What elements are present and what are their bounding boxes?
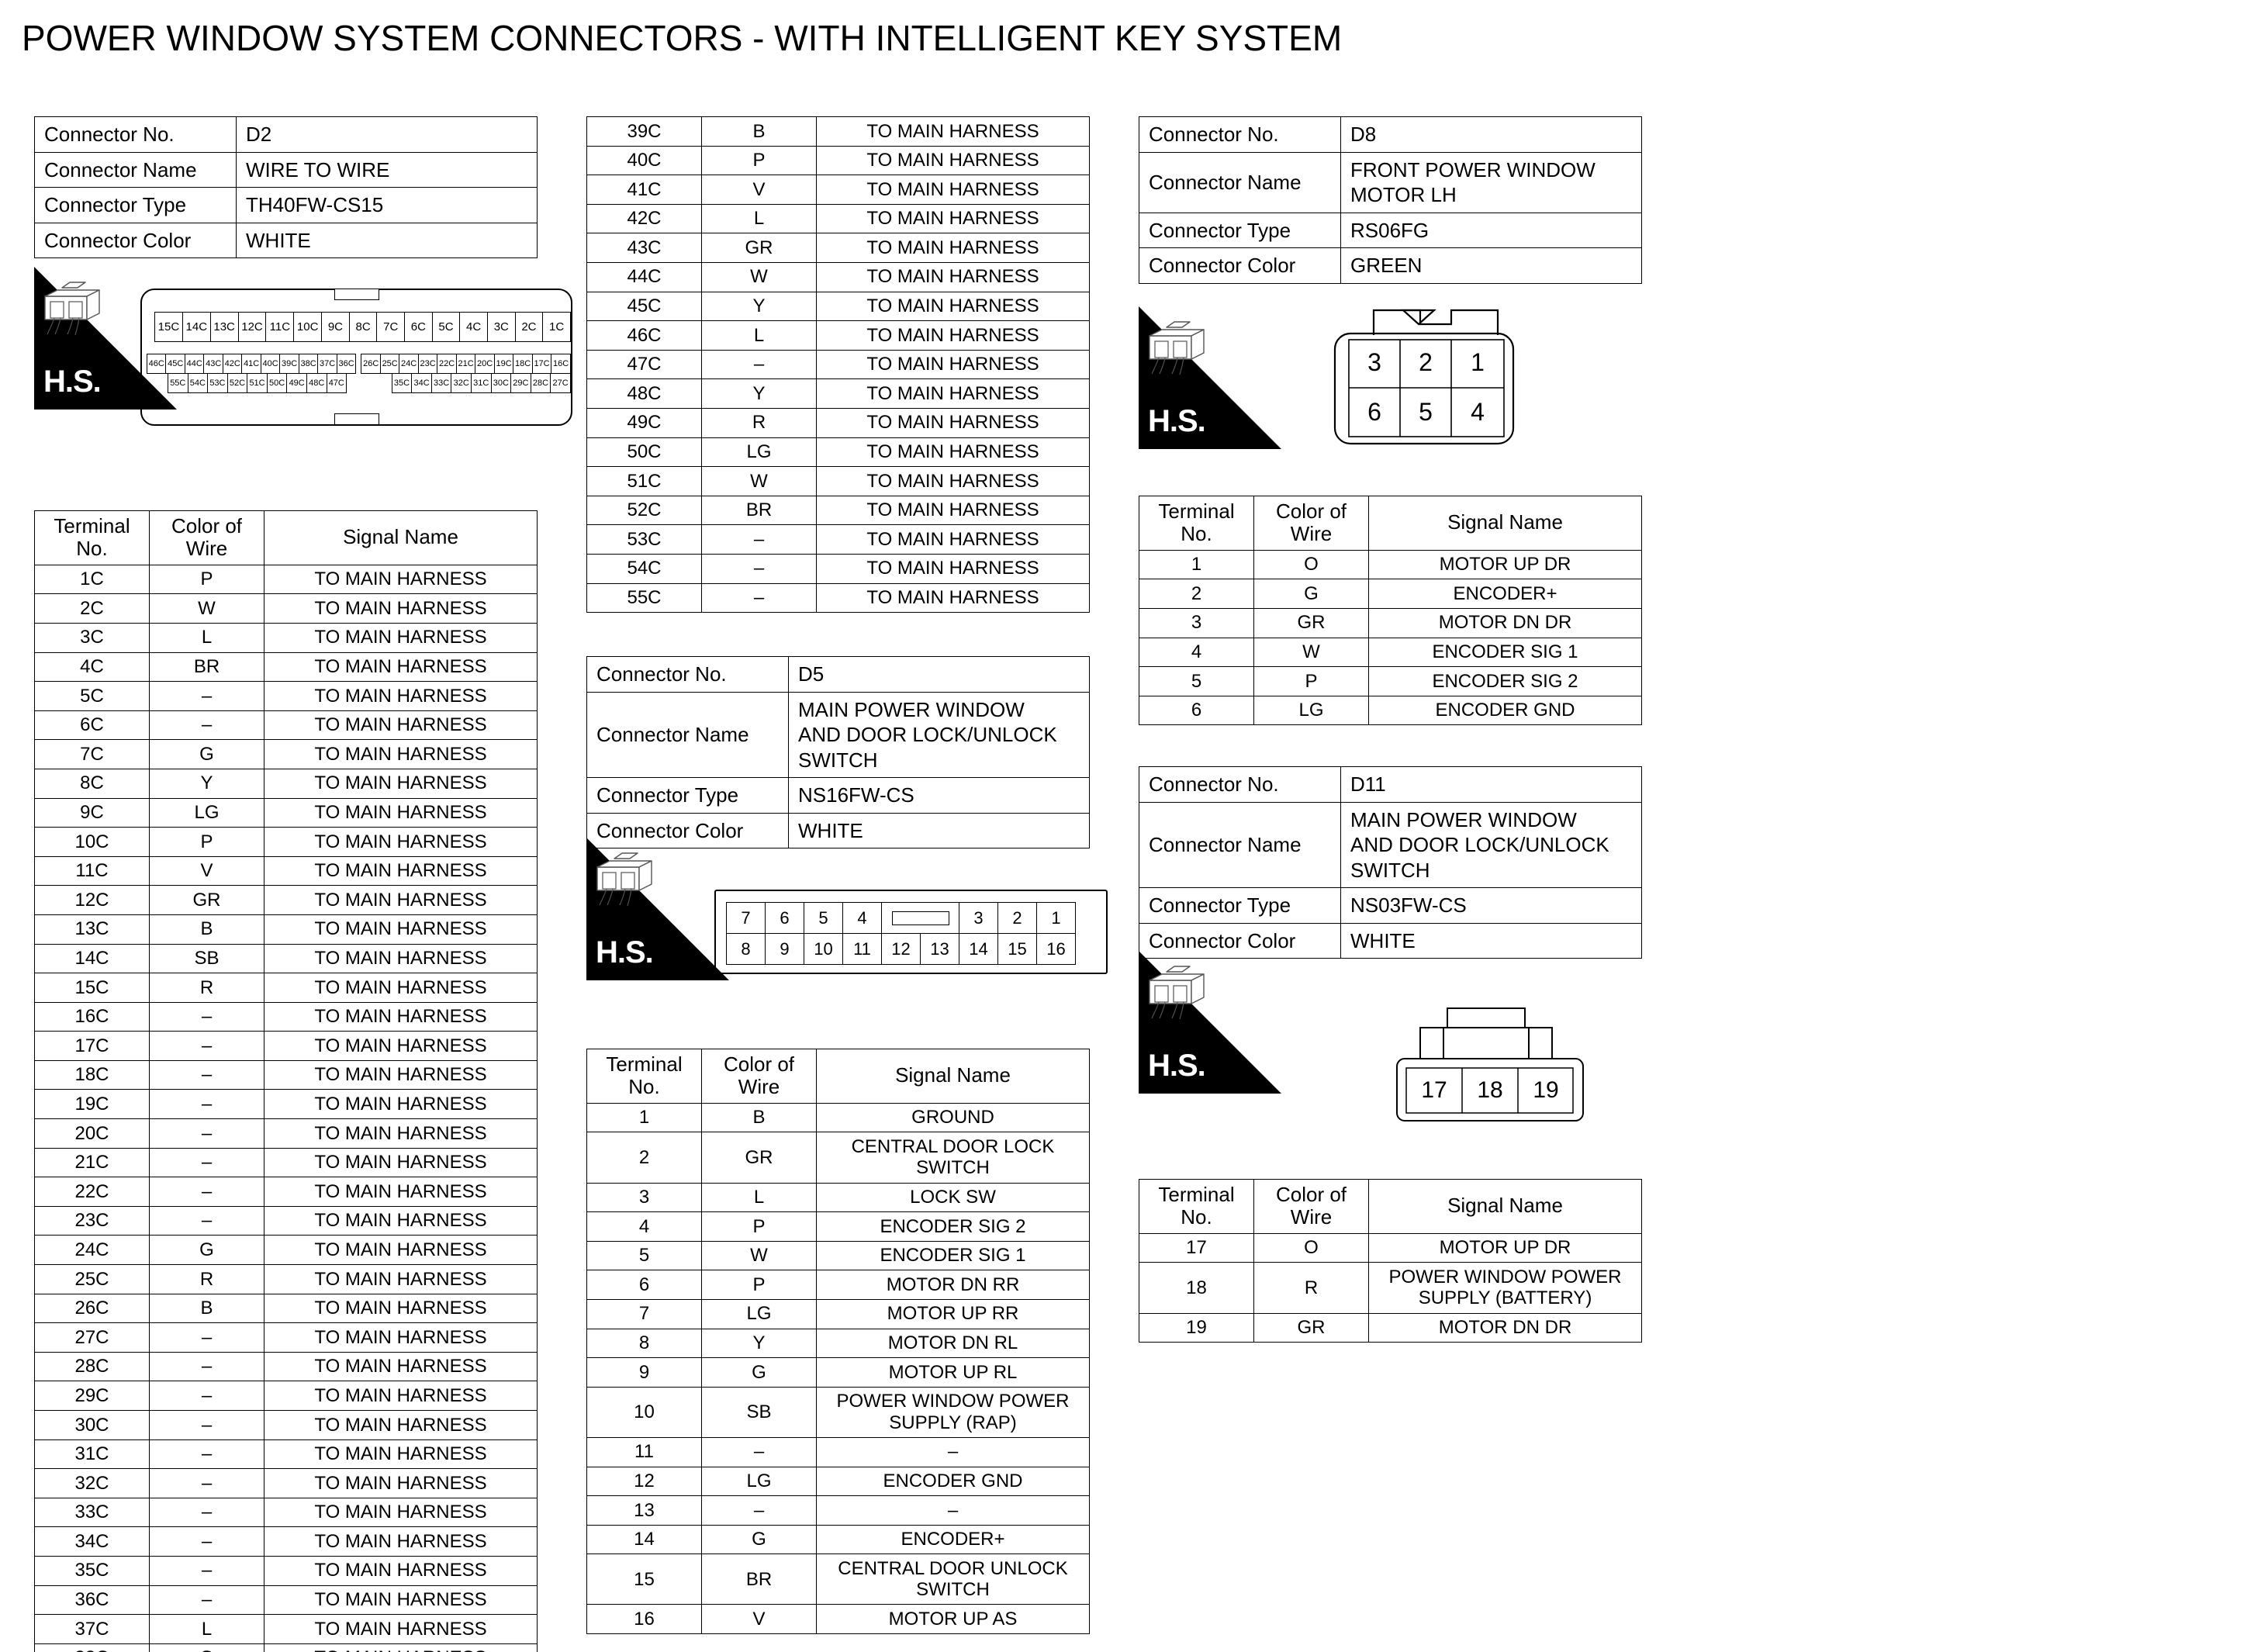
svg-text:H.S.: H.S. — [596, 935, 653, 969]
svg-text:17: 17 — [1421, 1077, 1447, 1103]
svg-text:H.S.: H.S. — [43, 365, 101, 399]
svg-text:4: 4 — [1471, 398, 1485, 426]
svg-text:3: 3 — [1367, 348, 1381, 376]
svg-text:2: 2 — [1419, 348, 1433, 376]
svg-text:H.S.: H.S. — [1148, 404, 1205, 438]
svg-text:19: 19 — [1533, 1077, 1558, 1103]
svg-text:18: 18 — [1477, 1077, 1502, 1103]
svg-text:H.S.: H.S. — [1148, 1049, 1205, 1083]
svg-text:1: 1 — [1471, 348, 1485, 376]
svg-text:6: 6 — [1367, 398, 1381, 426]
svg-text:5: 5 — [1419, 398, 1433, 426]
